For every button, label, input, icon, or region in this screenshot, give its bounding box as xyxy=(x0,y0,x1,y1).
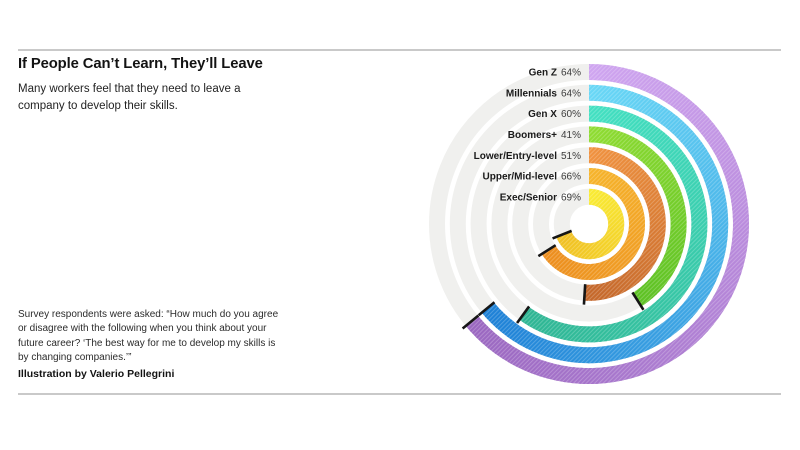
ring-end-tick-gen-z xyxy=(461,314,480,330)
ring-label-upper-mid-level: Upper/Mid-level 66% xyxy=(483,172,582,183)
arc-texture xyxy=(556,188,625,260)
arc-texture xyxy=(584,147,666,301)
ring-boomers: Boomers+ 41% xyxy=(491,126,687,322)
arc-texture xyxy=(465,64,749,384)
ring-end-tick-exec-senior xyxy=(552,229,573,240)
arc-texture xyxy=(519,105,708,343)
illustration-credit: Illustration by Valerio Pellegrini xyxy=(18,368,175,380)
ring-end-tick-boomers xyxy=(631,291,645,311)
footnote-line: Survey respondents were asked: “How much… xyxy=(18,309,279,320)
ring-label-gen-z: Gen Z 64% xyxy=(529,68,581,79)
ring-end-tick-gen-x xyxy=(516,305,531,324)
ring-lower-entry-level: Lower/Entry-level 51% xyxy=(474,147,666,305)
arc-texture xyxy=(588,126,687,307)
ring-label-gen-x: Gen X 60% xyxy=(528,109,581,120)
ring-exec-senior: Exec/Senior 69% xyxy=(500,188,625,260)
footnote-line: future career? ‘The best way for me to d… xyxy=(18,337,276,349)
ring-label-exec-senior: Exec/Senior 69% xyxy=(500,192,581,203)
ring-end-tick-millennials xyxy=(477,301,496,317)
subtitle-line: company to develop their skills. xyxy=(18,99,178,112)
ring-gen-z: Gen Z 64% xyxy=(429,63,749,385)
footnote-line: by changing companies.’” xyxy=(18,352,132,364)
ring-gen-x: Gen X 60% xyxy=(470,105,708,343)
ring-end-tick-lower-entry-level xyxy=(582,284,587,305)
ring-millennials: Millennials 64% xyxy=(449,84,729,364)
ring-end-tick-upper-mid-level xyxy=(537,244,557,258)
subtitle-line: Many workers feel that they need to leav… xyxy=(18,83,241,95)
ring-upper-mid-level: Upper/Mid-level 66% xyxy=(483,168,645,281)
top-divider xyxy=(18,49,781,51)
ring-label-boomers: Boomers+ 41% xyxy=(508,130,581,141)
page-subtitle: Many workers feel that they need to leav… xyxy=(18,81,240,114)
page-title: If People Can’t Learn, They’ll Leave xyxy=(18,56,263,72)
ring-label-millennials: Millennials 64% xyxy=(506,88,581,99)
arc-texture xyxy=(481,84,729,364)
survey-footnote: Survey respondents were asked: “How much… xyxy=(18,308,278,366)
bottom-divider xyxy=(18,393,781,395)
footnote-line: or disagree with the following when you … xyxy=(18,323,267,335)
ring-label-lower-entry-level: Lower/Entry-level 51% xyxy=(474,151,581,162)
arc-texture xyxy=(541,168,645,280)
